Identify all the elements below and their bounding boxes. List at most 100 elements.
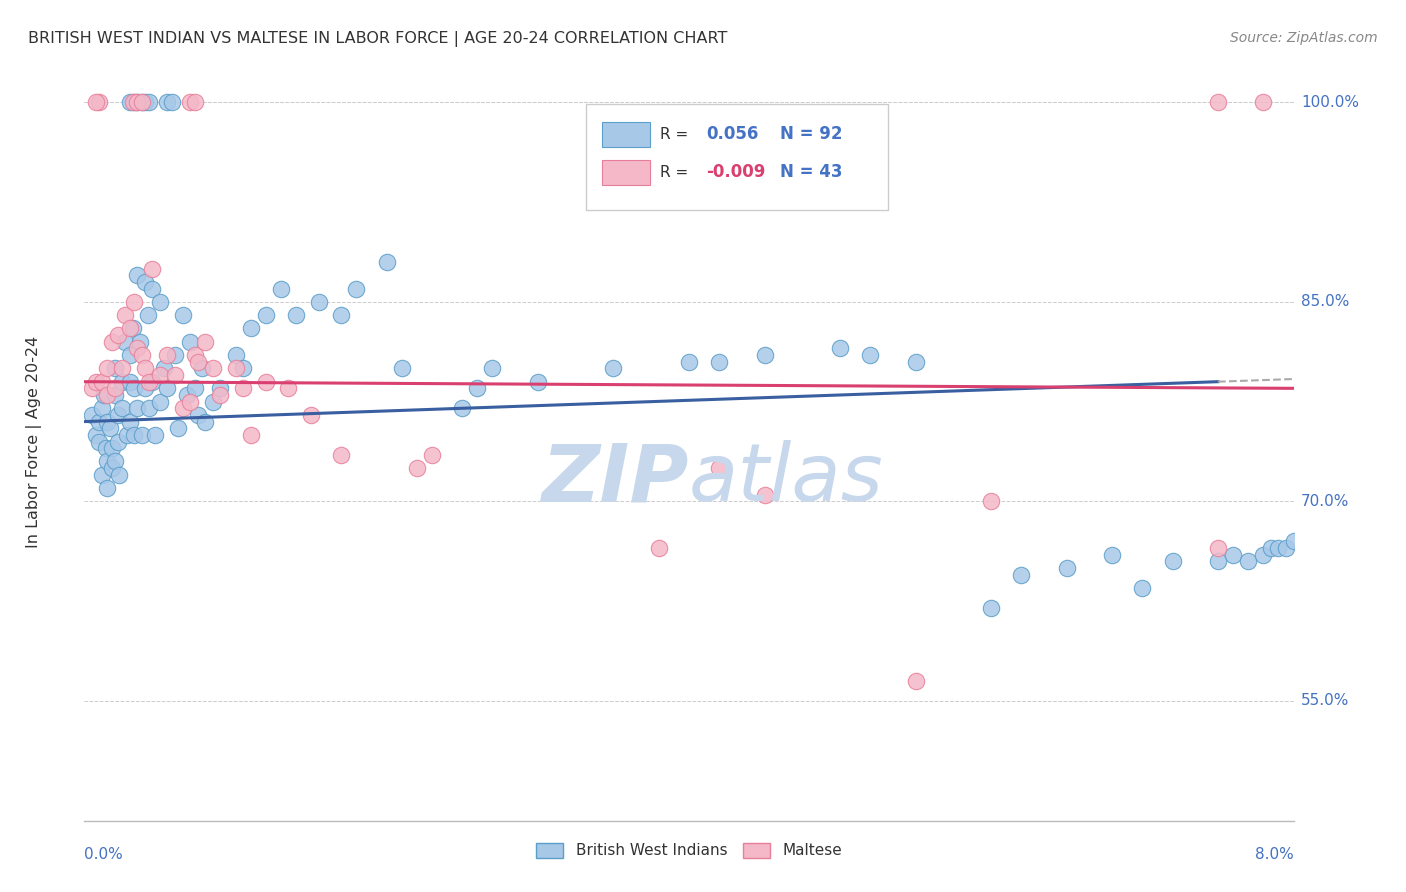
Point — [391, 361, 413, 376]
Text: R =: R = — [659, 127, 693, 142]
Point — [96, 388, 118, 402]
Point — [127, 401, 149, 416]
Point — [96, 454, 118, 468]
Point — [980, 600, 1002, 615]
Point — [134, 361, 156, 376]
Point — [138, 95, 160, 110]
Point — [451, 401, 474, 416]
Point — [1206, 554, 1229, 568]
FancyBboxPatch shape — [602, 161, 650, 185]
Point — [1222, 548, 1244, 562]
Point — [330, 448, 353, 462]
Point — [149, 368, 172, 382]
Text: atlas: atlas — [689, 441, 884, 518]
Point — [89, 415, 111, 429]
Point — [179, 95, 201, 110]
Point — [209, 381, 232, 395]
Point — [602, 361, 624, 376]
Point — [100, 461, 122, 475]
Point — [179, 334, 201, 349]
Point — [172, 401, 194, 416]
Point — [239, 321, 262, 335]
Point — [108, 467, 131, 482]
Point — [127, 95, 149, 110]
Point — [121, 95, 143, 110]
Point — [201, 394, 224, 409]
Point — [118, 321, 141, 335]
Point — [254, 308, 277, 322]
Point — [183, 381, 205, 395]
Point — [406, 461, 429, 475]
Point — [1267, 541, 1289, 555]
Point — [100, 334, 122, 349]
Point — [86, 375, 108, 389]
Point — [134, 275, 156, 289]
Point — [225, 361, 247, 376]
Point — [149, 394, 172, 409]
Point — [141, 375, 163, 389]
Point — [165, 368, 187, 382]
Point — [859, 348, 882, 362]
Text: ZIP: ZIP — [541, 441, 689, 518]
Point — [118, 415, 141, 429]
Point — [232, 381, 254, 395]
Point — [830, 342, 852, 356]
Point — [156, 95, 179, 110]
Point — [1011, 567, 1033, 582]
Point — [118, 95, 141, 110]
Point — [299, 408, 322, 422]
Point — [141, 261, 163, 276]
Text: R =: R = — [659, 165, 693, 180]
Point — [1253, 95, 1275, 110]
Point — [277, 381, 299, 395]
Point — [904, 673, 927, 688]
Point — [118, 348, 141, 362]
Point — [980, 494, 1002, 508]
Point — [239, 428, 262, 442]
Point — [131, 95, 153, 110]
Point — [114, 334, 136, 349]
Text: 100.0%: 100.0% — [1301, 95, 1360, 110]
Point — [86, 428, 108, 442]
Point — [94, 441, 117, 455]
Point — [1161, 554, 1184, 568]
Text: 8.0%: 8.0% — [1254, 847, 1294, 863]
Point — [754, 348, 776, 362]
Point — [904, 355, 927, 369]
Text: N = 92: N = 92 — [780, 126, 842, 144]
Point — [201, 361, 224, 376]
Point — [127, 268, 149, 283]
Point — [136, 308, 159, 322]
Point — [93, 388, 115, 402]
Point — [138, 401, 160, 416]
Point — [115, 428, 138, 442]
Point — [129, 334, 152, 349]
FancyBboxPatch shape — [602, 122, 650, 146]
Point — [156, 348, 179, 362]
Point — [330, 308, 353, 322]
Point — [134, 381, 156, 395]
Text: 55.0%: 55.0% — [1301, 693, 1350, 708]
Point — [1275, 541, 1298, 555]
Point — [209, 388, 232, 402]
Point — [167, 421, 190, 435]
Point — [131, 95, 153, 110]
Point — [1206, 541, 1229, 555]
Point — [1206, 95, 1229, 110]
Point — [1101, 548, 1123, 562]
Point — [254, 375, 277, 389]
Text: 70.0%: 70.0% — [1301, 494, 1350, 509]
Point — [122, 294, 145, 309]
Point — [149, 294, 172, 309]
Point — [1282, 534, 1305, 549]
Point — [91, 467, 114, 482]
Point — [346, 282, 368, 296]
Point — [156, 381, 179, 395]
Point — [107, 408, 129, 422]
Point — [131, 348, 153, 362]
Point — [187, 408, 209, 422]
Text: BRITISH WEST INDIAN VS MALTESE IN LABOR FORCE | AGE 20-24 CORRELATION CHART: BRITISH WEST INDIAN VS MALTESE IN LABOR … — [28, 31, 727, 47]
Point — [754, 488, 776, 502]
Point — [194, 415, 217, 429]
Point — [1260, 541, 1282, 555]
